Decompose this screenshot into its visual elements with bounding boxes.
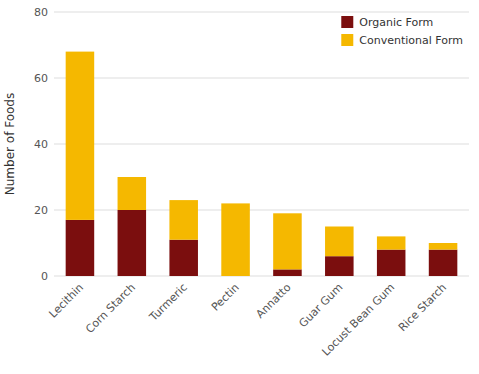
bar-segment — [273, 269, 302, 276]
grid-line — [54, 78, 469, 79]
chart-svg: 0 20 40 60 80 Number of Foods LecithinCorn Sta… — [0, 0, 479, 374]
bar-segment — [273, 213, 302, 269]
x-tick-label: Guar Gum — [296, 281, 345, 330]
y-tick-label: 0 — [41, 270, 48, 283]
x-tick-label: Pectin — [209, 281, 242, 314]
bar-segment — [66, 220, 95, 276]
grid-line — [54, 144, 469, 145]
x-tick-label: Corn Starch — [83, 281, 138, 336]
y-axis: 0 20 40 60 80 — [34, 6, 48, 283]
y-tick-label: 80 — [34, 6, 48, 19]
bar-segment — [377, 236, 406, 249]
bar-segment — [169, 200, 198, 240]
bar-segment — [221, 203, 250, 276]
bar-segment — [325, 227, 354, 257]
legend-label: Conventional Form — [359, 34, 463, 47]
x-tick-label: Locust Bean Gum — [320, 281, 398, 359]
y-tick-label: 20 — [34, 204, 48, 217]
y-tick-label: 40 — [34, 138, 48, 151]
legend: Organic Form Conventional Form — [341, 16, 463, 47]
grid — [54, 12, 469, 276]
x-tick-label: Rice Starch — [396, 281, 449, 334]
bars — [66, 52, 458, 276]
legend-label: Organic Form — [359, 16, 433, 29]
grid-line — [54, 12, 469, 13]
bar-segment — [325, 256, 354, 276]
chart-container: 0 20 40 60 80 Number of Foods LecithinCorn Sta… — [0, 0, 479, 374]
bar-segment — [118, 177, 147, 210]
grid-line — [54, 210, 469, 211]
bar-segment — [118, 210, 147, 276]
x-axis: LecithinCorn StarchTurmeric Pectin Annatto… — [46, 281, 449, 359]
grid-line — [54, 276, 469, 277]
y-tick-label: 60 — [34, 72, 48, 85]
bar-segment — [169, 240, 198, 276]
x-tick-label: Lecithin — [46, 281, 86, 321]
legend-swatch — [341, 16, 353, 28]
x-tick-label: Annatto — [254, 281, 294, 321]
bar-segment — [429, 243, 458, 250]
bar-segment — [377, 250, 406, 276]
y-axis-label: Number of Foods — [3, 93, 17, 195]
x-tick-label: Turmeric — [146, 281, 189, 324]
bar-segment — [66, 52, 95, 220]
legend-swatch — [341, 34, 353, 46]
bar-segment — [429, 250, 458, 276]
